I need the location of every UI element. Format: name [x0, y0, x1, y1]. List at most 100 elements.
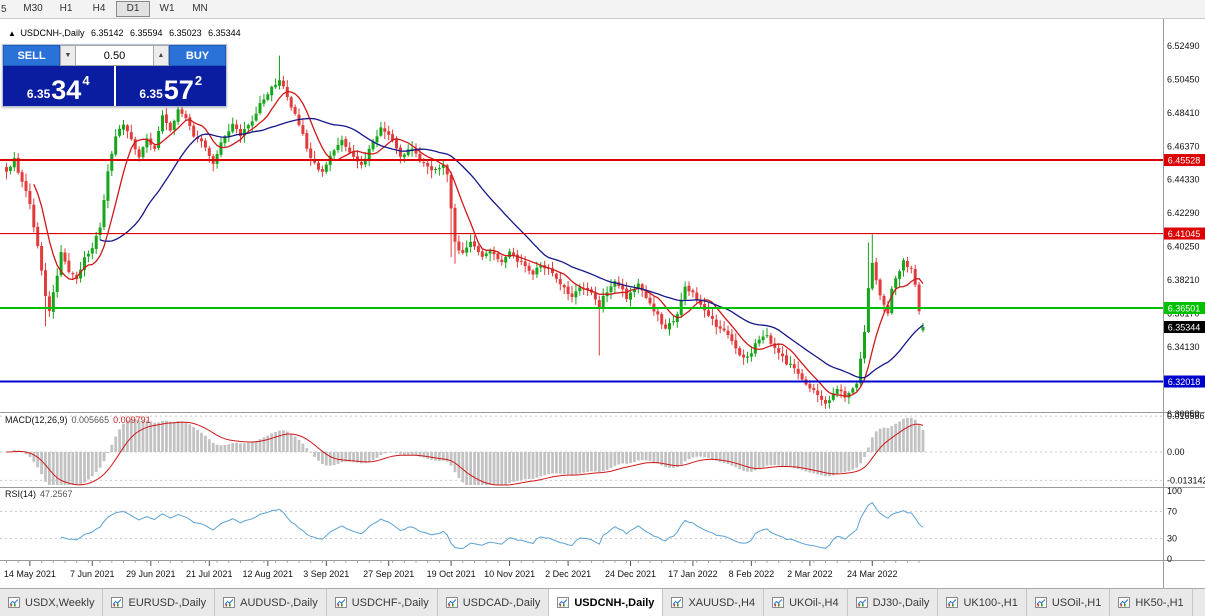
chart-tab-icon — [111, 597, 124, 608]
timeframe-d1[interactable]: D1 — [116, 1, 150, 17]
svg-text:100: 100 — [1167, 486, 1182, 496]
svg-text:6.35344: 6.35344 — [1168, 323, 1201, 333]
sell-button[interactable]: SELL — [3, 45, 60, 66]
chart-title: USDCNH-,Daily — [20, 28, 85, 38]
one-click-collapse-icon[interactable]: ▲ — [8, 29, 16, 38]
chart-tab-uk100-h1[interactable]: UK100-,H1 — [938, 589, 1027, 616]
rsi-line — [60, 502, 924, 550]
bid-price-main: 6.35 — [26, 87, 51, 101]
one-click-trading-panel: SELL ▼ ▲ BUY 6.35 34 4 6.35 57 2 — [2, 44, 227, 107]
candlesticks — [5, 55, 925, 409]
horizontal-lines[interactable] — [0, 159, 1163, 383]
chart-tab-eurusd-daily[interactable]: EURUSD-,Daily — [103, 589, 216, 616]
timeframe-h4[interactable]: H4 — [92, 3, 106, 14]
rsi-indicator-label: RSI(14) 47.2567 — [5, 489, 73, 499]
ask-price-pips: 57 — [163, 75, 194, 106]
timeframe-mn[interactable]: MN — [192, 3, 208, 14]
macd-value: 0.005665 — [71, 415, 110, 425]
chart-tab-usdx-weekly[interactable]: USDX,Weekly — [0, 589, 104, 616]
svg-text:70: 70 — [1167, 506, 1177, 516]
timeframe-toolbar: 5 M30 H1 H4 D1 W1 MN — [0, 0, 1205, 19]
price-badges: 6.45528 6.41045 6.36501 6.32018 6.35344 — [1164, 154, 1205, 388]
svg-text:0: 0 — [1167, 554, 1172, 564]
chart-tab-icon — [557, 597, 570, 608]
bid-price-point: 4 — [82, 73, 90, 88]
chart-tab-icon — [946, 597, 959, 608]
chart-tab-label: USOil-,H1 — [1051, 596, 1102, 609]
chart-tab-icon — [1118, 597, 1131, 608]
chart-tab-hk50-h1[interactable]: HK50-,H1 — [1110, 589, 1193, 616]
chart-ohlc-header: ▲ USDCNH-,Daily 6.35142 6.35594 6.35023 … — [5, 27, 248, 39]
chart-tab-icon — [855, 597, 868, 608]
svg-text:6.38210: 6.38210 — [1167, 275, 1200, 285]
timeframe-buttons: M30 H1 H4 D1 W1 MN — [17, 1, 217, 17]
macd-signal-value: 0.009791 — [113, 415, 151, 425]
ohlc-close: 6.35344 — [208, 28, 241, 38]
volume-increase-button[interactable]: ▲ — [153, 45, 169, 66]
chart-tab-audusd-daily[interactable]: AUDUSD-,Daily — [215, 589, 327, 616]
chart-tab-ukoil-h4[interactable]: UKOil-,H4 — [764, 589, 848, 616]
chart-tab-icon — [671, 597, 684, 608]
bid-price-panel[interactable]: 6.35 34 4 — [3, 66, 114, 106]
svg-text:6.45528: 6.45528 — [1168, 156, 1201, 166]
date-label: 21 Jul 2021 — [186, 569, 233, 579]
macd-indicator-label: MACD(12,26,9) 0.005665 0.009791 — [5, 415, 151, 425]
chart-tab-label: XAUUSD-,H4 — [688, 596, 756, 609]
chart-tab-usdchf-daily[interactable]: USDCHF-,Daily — [327, 589, 438, 616]
date-label: 7 Jun 2021 — [70, 569, 115, 579]
chart-tab-usoil-h1[interactable]: USOil-,H1 — [1027, 589, 1111, 616]
macd-signal-line — [6, 421, 924, 486]
date-label: 24 Mar 2022 — [847, 569, 898, 579]
chart-tab-usdcad-daily[interactable]: USDCAD-,Daily — [438, 589, 550, 616]
chart-tab-label: USDX,Weekly — [25, 596, 95, 609]
svg-text:6.34130: 6.34130 — [1167, 342, 1200, 352]
chart-tab-icon — [445, 597, 458, 608]
timeframe-w1[interactable]: W1 — [159, 3, 175, 14]
date-label: 19 Oct 2021 — [427, 569, 476, 579]
buy-button[interactable]: BUY — [169, 45, 226, 66]
ask-price-point: 2 — [194, 73, 203, 88]
chart-tab-label: DJ30-,Daily — [872, 596, 930, 609]
svg-text:6.44330: 6.44330 — [1167, 175, 1200, 185]
chart-tab-bar: USDX,Weekly EURUSD-,Daily AUDUSD-,Daily USD… — [0, 588, 1205, 616]
ohlc-low: 6.35023 — [169, 28, 202, 38]
ask-price-main: 6.35 — [139, 87, 163, 101]
date-label: 24 Dec 2021 — [605, 569, 656, 579]
svg-text:0.016586: 0.016586 — [1167, 411, 1205, 421]
chart-tab-label: AUDUSD-,Daily — [240, 596, 318, 609]
svg-text:6.46370: 6.46370 — [1167, 141, 1200, 151]
date-label: 17 Jan 2022 — [668, 569, 718, 579]
chart-tab-label: UKOil-,H4 — [789, 596, 839, 609]
date-label: 2 Dec 2021 — [545, 569, 591, 579]
ohlc-high: 6.35594 — [130, 28, 163, 38]
bid-price-pips: 34 — [51, 75, 82, 106]
date-label: 14 May 2021 — [4, 569, 56, 579]
volume-decrease-button[interactable]: ▼ — [60, 45, 76, 66]
svg-text:-0.013142: -0.013142 — [1167, 475, 1205, 485]
chart-tab-label: UK100-,H1 — [963, 596, 1018, 609]
chart-tab-label: USDCNH-,Daily — [574, 596, 655, 609]
volume-input[interactable] — [76, 45, 153, 66]
timeframe-partial[interactable]: 5 — [1, 3, 7, 15]
chart-tab-icon — [1034, 597, 1047, 608]
date-label: 29 Jun 2021 — [126, 569, 176, 579]
svg-text:6.52490: 6.52490 — [1167, 41, 1200, 51]
timeframe-m30[interactable]: M30 — [23, 3, 43, 14]
chart-tab-usdcnh-daily[interactable]: USDCNH-,Daily — [549, 589, 664, 616]
svg-text:6.40250: 6.40250 — [1167, 242, 1200, 252]
rsi-panel: 100 70 30 0 — [0, 486, 1182, 564]
chart-tab-dj30-daily[interactable]: DJ30-,Daily — [848, 589, 939, 616]
date-label: 12 Aug 2021 — [243, 569, 294, 579]
ask-price-panel[interactable]: 6.35 57 2 — [115, 66, 226, 106]
timeframe-h1[interactable]: H1 — [59, 3, 73, 14]
svg-text:6.48410: 6.48410 — [1167, 108, 1200, 118]
date-label: 3 Sep 2021 — [303, 569, 349, 579]
rsi-value: 47.2567 — [40, 489, 73, 499]
macd-name: MACD(12,26,9) — [5, 415, 68, 425]
chart-tab-label: USDCHF-,Daily — [351, 596, 429, 609]
chart-tab-icon — [223, 597, 236, 608]
chart-tab-xauusd-h4[interactable]: XAUUSD-,H4 — [663, 589, 765, 616]
chart-tab-label: HK50-,H1 — [1135, 596, 1184, 609]
chart-tab-icon — [8, 597, 20, 608]
